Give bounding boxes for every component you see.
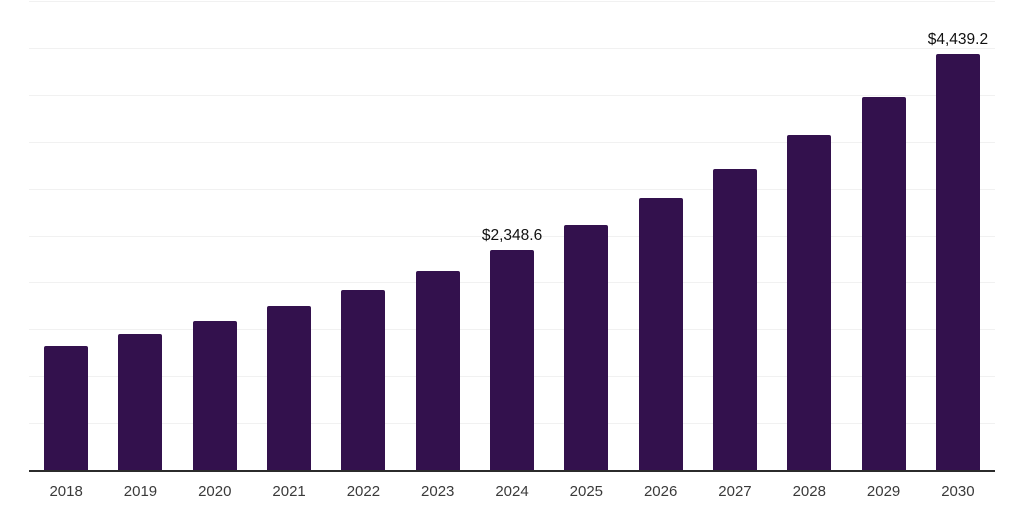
bar-column-2020: [178, 1, 252, 470]
bar-column-2026: [624, 1, 698, 470]
gridline-5000: [29, 1, 995, 2]
x-tick-label-2029: 2029: [866, 483, 901, 500]
x-tick-label-2027: 2027: [718, 483, 752, 500]
x-tick-label-2028: 2028: [792, 483, 826, 500]
bar-column-2024: $2,348.6: [475, 1, 549, 470]
plot-area: $2,348.6 $4,439.2: [29, 1, 995, 472]
bar-column-2028: [772, 1, 846, 470]
bar-2029[interactable]: [861, 96, 906, 470]
bar-column-2029: [846, 1, 920, 470]
bar-2024[interactable]: [490, 249, 535, 470]
bar-2019[interactable]: [118, 334, 163, 470]
bar-column-2027: [698, 1, 772, 470]
x-tick-label-2025: 2025: [569, 483, 604, 500]
bar-column-2022: [326, 1, 400, 470]
bar-column-2021: [252, 1, 326, 470]
bar-2023[interactable]: [415, 270, 460, 470]
bar-2026[interactable]: [638, 198, 683, 470]
x-tick-label-2023: 2023: [421, 483, 455, 500]
x-tick-label-2022: 2022: [346, 483, 381, 500]
bar-column-2019: [103, 1, 177, 470]
bar-2022[interactable]: [341, 289, 386, 470]
bar-column-2025: [549, 1, 623, 470]
bar-value-label-2030: $4,439.2: [927, 31, 989, 49]
bar-2030[interactable]: [935, 53, 980, 470]
bar-2025[interactable]: [564, 225, 609, 470]
bar-column-2030: $4,439.2: [921, 1, 995, 470]
bar-column-2018: [29, 1, 103, 470]
x-axis-tick-labels: 2018 2019 2020 2021 2022 2023 2024 2025 2026 2027…: [29, 483, 995, 501]
x-tick-label-2026: 2026: [643, 483, 678, 500]
x-tick-label-2019: 2019: [123, 483, 158, 500]
bar-2020[interactable]: [192, 321, 237, 470]
bar-2028[interactable]: [787, 134, 832, 470]
x-tick-label-2024: 2024: [495, 483, 529, 500]
bar-value-label-2024: $2,348.6: [481, 227, 543, 245]
bar-2027[interactable]: [712, 168, 757, 470]
x-tick-label-2020: 2020: [198, 483, 232, 500]
bar-2018[interactable]: [44, 346, 89, 470]
bar-2021[interactable]: [267, 305, 312, 470]
gridline-4500: [29, 47, 995, 49]
gridline-4000: [29, 94, 995, 96]
x-tick-label-2030: 2030: [941, 483, 975, 500]
gridline-3000: [29, 188, 995, 190]
x-tick-label-2021: 2021: [272, 483, 306, 500]
gridline-2500: [29, 235, 995, 237]
bar-column-2023: [401, 1, 475, 470]
x-tick-label-2018: 2018: [49, 483, 83, 500]
gridline-3500: [29, 141, 995, 143]
bars-row: $2,348.6 $4,439.2: [29, 1, 995, 470]
